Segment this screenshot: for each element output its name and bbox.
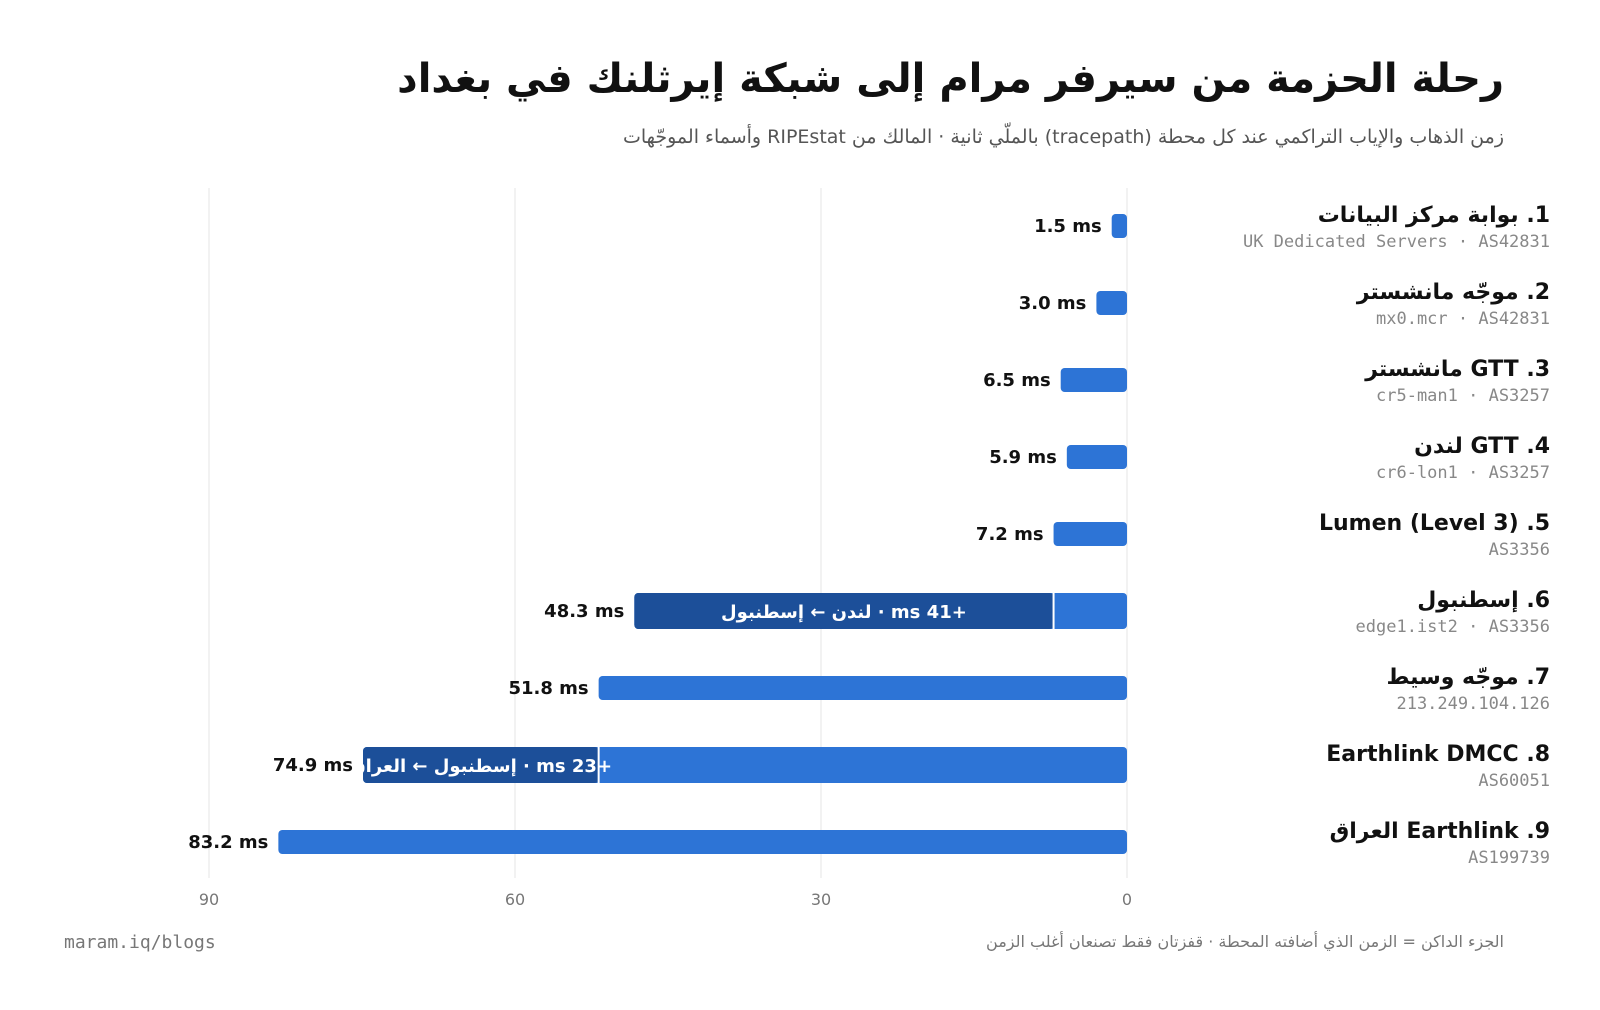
hop-detail: AS199739 [1468, 848, 1550, 868]
hop-name: 2. موجّه مانشستر [1356, 280, 1550, 305]
hop-detail: cr5-man1 · AS3257 [1376, 386, 1550, 406]
value-label: 3.0 ms [1019, 293, 1087, 314]
hop-name: 5. Lumen (Level 3) [1319, 511, 1550, 536]
hop-name: 1. بوابة مركز البيانات [1318, 203, 1550, 228]
value-label: 7.2 ms [976, 524, 1044, 545]
bar [1096, 291, 1127, 315]
hop-name: 3. GTT مانشستر [1364, 357, 1550, 382]
hop-detail: AS3356 [1489, 540, 1550, 560]
x-tick-label: 30 [811, 890, 831, 909]
x-tick-label: 0 [1122, 890, 1132, 909]
bar [1053, 522, 1127, 546]
bar-added-segment [363, 747, 599, 783]
segment-label: +41 ms · لندن ← إسطنبول [721, 602, 967, 623]
hop-detail: cr6-lon1 · AS3257 [1376, 463, 1550, 483]
hop-detail: mx0.mcr · AS42831 [1376, 309, 1550, 329]
segment-label: +23 ms · إسطنبول ← العراق [350, 756, 612, 777]
value-label: 1.5 ms [1034, 216, 1102, 237]
bar [598, 676, 1127, 700]
x-tick-label: 90 [199, 890, 219, 909]
hop-detail: UK Dedicated Servers · AS42831 [1243, 232, 1550, 252]
hop-name: 7. موجّه وسيط [1387, 665, 1550, 690]
hop-name: 6. إسطنبول [1417, 588, 1550, 613]
chart-title: رحلة الحزمة من سيرفر مرام إلى شبكة إيرثل… [397, 56, 1504, 102]
chart-subtitle: زمن الذهاب والإياب التراكمي عند كل محطة … [622, 126, 1504, 148]
hop-name: 9. Earthlink العراق [1330, 819, 1550, 844]
value-label: 5.9 ms [989, 447, 1057, 468]
value-label: 74.9 ms [273, 755, 353, 776]
value-label: 48.3 ms [544, 601, 624, 622]
bar [278, 830, 1127, 854]
bar [1060, 368, 1127, 392]
bar-added-segment [634, 593, 1054, 629]
hop-detail: edge1.ist2 · AS3356 [1356, 617, 1550, 637]
value-label: 6.5 ms [983, 370, 1051, 391]
bar [1066, 445, 1127, 469]
value-label: 51.8 ms [508, 678, 588, 699]
hop-name: 4. GTT لندن [1414, 434, 1550, 459]
hop-detail: 213.249.104.126 [1396, 694, 1550, 714]
hop-detail: AS60051 [1478, 771, 1550, 791]
x-tick-label: 60 [505, 890, 525, 909]
footnote: الجزء الداكن = الزمن الذي أضافته المحطة … [986, 932, 1504, 951]
value-label: 83.2 ms [188, 832, 268, 853]
bar [1111, 214, 1127, 238]
source-link[interactable]: maram.iq/blogs [64, 932, 216, 953]
hop-name: 8. Earthlink DMCC [1326, 742, 1550, 767]
